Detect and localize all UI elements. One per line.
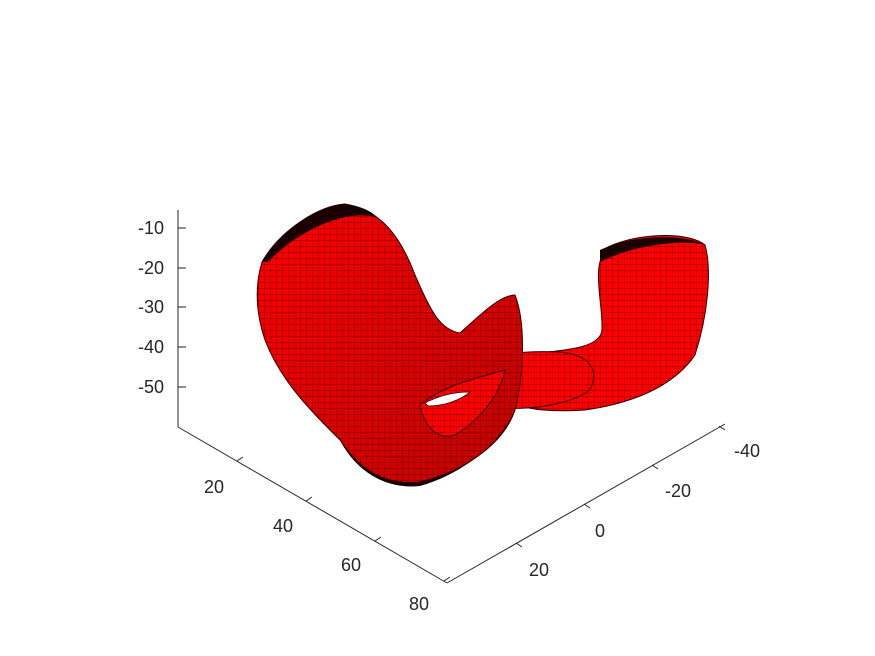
- z-tick-label: -30: [138, 297, 164, 317]
- z-tick-label: -50: [138, 377, 164, 397]
- y-tick-label: 0: [595, 521, 605, 541]
- surface: [256, 203, 709, 487]
- surface-left-shading: [257, 204, 523, 483]
- x-axis-ticks: 20 40 60 80: [204, 456, 451, 614]
- x-tick: [443, 576, 451, 582]
- y-tick: [583, 503, 591, 509]
- surface-inner-fold: [419, 369, 506, 437]
- y-tick-label: 20: [529, 560, 549, 580]
- y-tick-label: -20: [665, 481, 691, 501]
- surface-hole: [424, 391, 472, 407]
- x-axis-line: [177, 426, 448, 584]
- x-tick-label: 60: [341, 555, 361, 575]
- z-tick-label: -10: [138, 218, 164, 238]
- x-tick-label: 20: [204, 477, 224, 497]
- y-tick-label: -40: [734, 441, 760, 461]
- y-tick: [515, 542, 523, 548]
- x-tick: [305, 496, 313, 502]
- z-axis-ticks: -10 -20 -30 -40 -50: [138, 218, 186, 397]
- x-tick: [236, 456, 244, 462]
- surface-right-lip: [600, 237, 705, 262]
- surface-top-lip: [262, 204, 378, 262]
- z-tick-label: -40: [138, 337, 164, 357]
- z-tick-label: -20: [138, 258, 164, 278]
- y-axis-line: [446, 423, 726, 584]
- y-axis-ticks: 20 0 -20 -40: [515, 425, 760, 580]
- x-tick: [374, 536, 382, 542]
- x-tick-label: 40: [273, 516, 293, 536]
- x-tick-label: 80: [409, 594, 429, 614]
- y-tick: [718, 425, 726, 431]
- y-tick: [651, 464, 659, 470]
